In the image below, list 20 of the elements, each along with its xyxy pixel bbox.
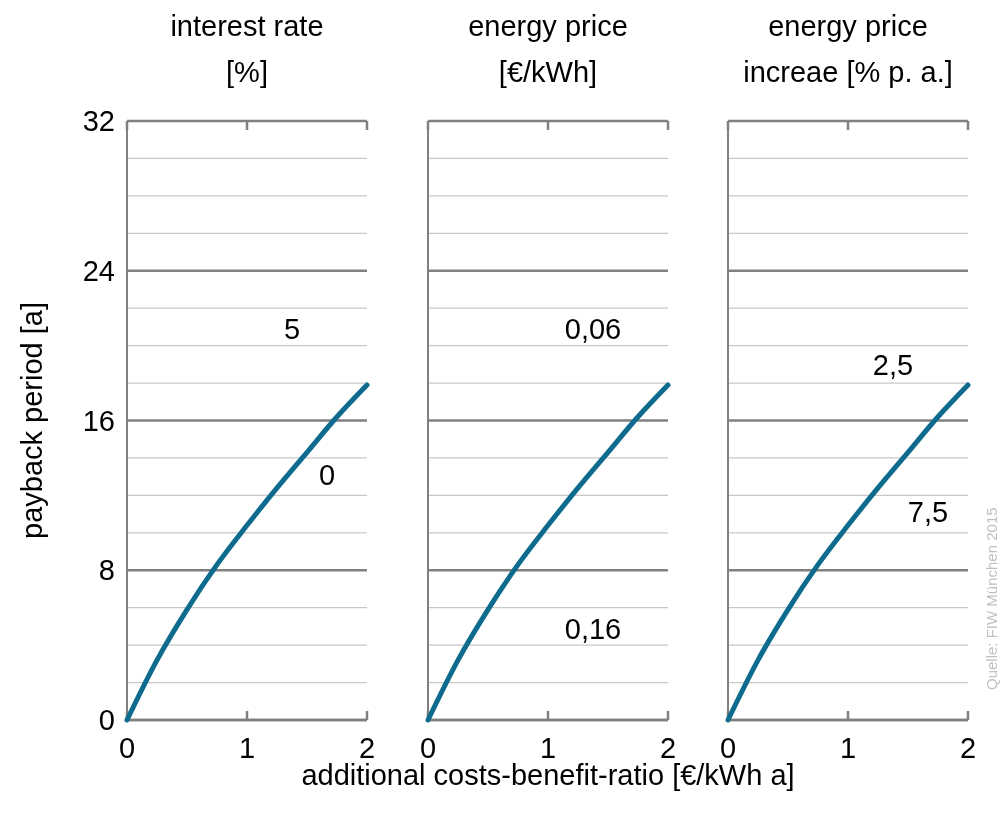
annotation: 0,16 bbox=[564, 613, 622, 645]
y-axis-title: payback period [a] bbox=[16, 302, 48, 539]
annotation: 0,06 bbox=[564, 313, 622, 345]
x-tick-label: 1 bbox=[238, 732, 256, 764]
chart-title: interest rate [%] bbox=[170, 10, 324, 88]
annotation: 5 bbox=[283, 313, 301, 345]
annotation: 2,5 bbox=[872, 349, 914, 381]
annotation: 0 bbox=[318, 459, 336, 491]
x-tick-label: 2 bbox=[959, 732, 977, 764]
y-tick-label: 16 bbox=[82, 404, 115, 437]
x-tick-label: 1 bbox=[839, 732, 857, 764]
y-tick-label: 0 bbox=[98, 704, 115, 736]
y-tick-label: 24 bbox=[82, 254, 115, 287]
x-tick-label: 0 bbox=[118, 732, 136, 764]
y-tick-label: 32 bbox=[82, 105, 115, 137]
y-tick-label: 8 bbox=[98, 554, 115, 587]
chart-title: energy price [€/kWh] bbox=[468, 10, 628, 88]
annotation: 7,5 bbox=[907, 496, 949, 528]
chart-title: energy price increae [% p. a.] bbox=[743, 10, 953, 88]
source-note: Quelle: FIW München 2015 bbox=[983, 507, 1000, 690]
